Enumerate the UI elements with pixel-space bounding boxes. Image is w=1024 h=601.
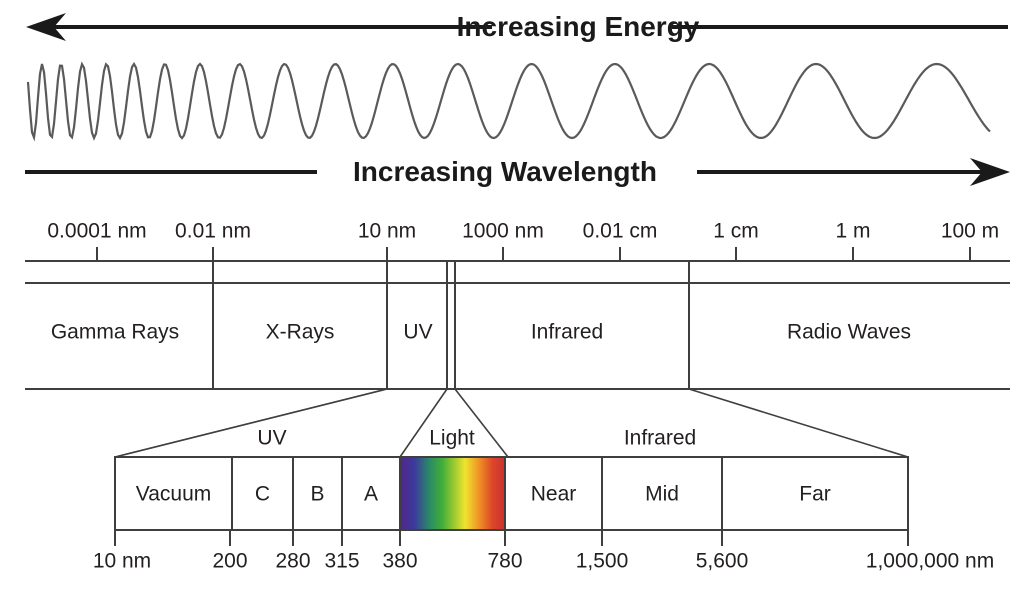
band-label-2: UV xyxy=(403,320,433,344)
top-scale-tick-label-1: 0.01 nm xyxy=(175,219,251,243)
detail-cell-label-6: Mid xyxy=(645,482,679,506)
band-label-3: Infrared xyxy=(530,320,604,344)
detail-cell-label-7: Far xyxy=(799,482,831,506)
left-arrowhead-icon xyxy=(26,13,66,41)
detail-box xyxy=(114,456,909,531)
detail-scale-label-1: 200 xyxy=(212,549,248,573)
band-label-1: X-Rays xyxy=(265,320,335,344)
chirp-wave xyxy=(26,61,991,142)
visible-light-spectrum xyxy=(400,457,505,530)
detail-scale-label-6: 1,500 xyxy=(575,549,629,573)
detail-scale-label-0: 10 nm xyxy=(92,549,152,573)
detail-scale-label-7: 5,600 xyxy=(695,549,749,573)
increasing-wavelength-label: Increasing Wavelength xyxy=(353,156,657,187)
detail-scale-label-4: 380 xyxy=(382,549,418,573)
top-scale-tick-label-5: 1 cm xyxy=(713,219,759,243)
top-scale-tick-label-7: 100 m xyxy=(940,219,1000,243)
top-scale-tick-label-4: 0.01 cm xyxy=(582,219,658,243)
detail-header-2: Infrared xyxy=(623,426,697,450)
funnel-line xyxy=(114,388,388,458)
detail-scale-label-3: 315 xyxy=(324,549,360,573)
top-scale-tick-label-0: 0.0001 nm xyxy=(47,219,147,243)
detail-scale-label-2: 280 xyxy=(275,549,311,573)
detail-header-0: UV xyxy=(257,426,287,450)
detail-cell-label-5: Near xyxy=(530,482,577,506)
detail-scale-label-5: 780 xyxy=(487,549,523,573)
increasing-energy-label: Increasing Energy xyxy=(456,11,700,42)
funnel-line xyxy=(688,388,909,458)
funnel-line xyxy=(399,388,448,458)
top-scale-tick-label-2: 10 nm xyxy=(357,219,417,243)
funnel-line xyxy=(454,388,509,458)
detail-cell-label-3: A xyxy=(363,482,379,506)
detail-scale-label-8: 1,000,000 nm xyxy=(865,549,995,573)
detail-cell-label-2: B xyxy=(310,482,325,506)
top-scale-tick-label-6: 1 m xyxy=(835,219,871,243)
detail-cell-label-0: Vacuum xyxy=(135,482,212,506)
band-label-0: Gamma Rays xyxy=(50,320,180,344)
detail-header-1: Light xyxy=(429,426,475,450)
right-arrowhead-icon xyxy=(970,158,1010,186)
top-scale-tick-label-3: 1000 nm xyxy=(462,219,544,243)
band-label-4: Radio Waves xyxy=(786,320,912,344)
detail-cell-label-1: C xyxy=(254,482,271,506)
